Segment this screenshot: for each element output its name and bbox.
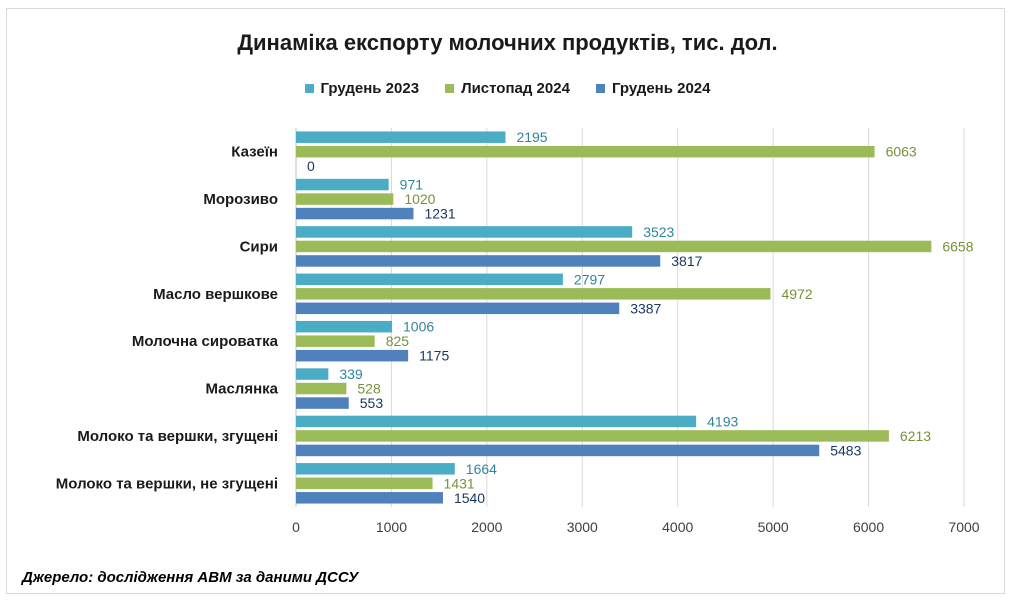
- bar-5-2: [296, 397, 349, 409]
- category-label-5: Маслянка: [205, 381, 278, 398]
- bar-5-1: [296, 382, 347, 395]
- data-label-3-2: 3387: [630, 300, 661, 316]
- data-label-4-0: 1006: [403, 319, 434, 335]
- category-label-2: Сири: [240, 238, 278, 255]
- bar-6-0: [296, 415, 697, 428]
- data-label-6-2: 5483: [830, 442, 861, 458]
- legend-label-nov-2024: Листопад 2024: [461, 80, 570, 97]
- chart-legend: Грудень 2023 Листопад 2024 Грудень 2024: [0, 80, 1015, 97]
- data-label-7-1: 1431: [444, 475, 475, 491]
- data-label-7-0: 1664: [466, 461, 497, 477]
- bar-1-0: [296, 178, 389, 191]
- data-label-4-2: 1175: [419, 348, 449, 364]
- x-tick-label-2: 2000: [471, 519, 502, 535]
- x-tick-label-5: 5000: [758, 519, 789, 535]
- bar-2-0: [296, 226, 633, 238]
- data-label-3-0: 2797: [574, 271, 605, 287]
- legend-swatch-dec-2024: [595, 84, 605, 93]
- x-tick-label-3: 3000: [567, 519, 598, 535]
- source-note: Джерело: дослідження АВМ за даними ДССУ: [22, 569, 359, 586]
- bar-4-1: [296, 335, 375, 347]
- bar-5-0: [296, 368, 329, 380]
- category-label-4: Молочна сироватка: [132, 333, 279, 350]
- data-label-7-2: 1540: [454, 490, 485, 506]
- bar-2-2: [296, 255, 661, 267]
- x-tick-label-7: 7000: [948, 519, 979, 535]
- legend-label-dec-2024: Грудень 2024: [611, 80, 711, 97]
- bar-7-2: [296, 492, 443, 504]
- data-label-2-1: 6658: [942, 238, 973, 254]
- legend-item-nov-2024: Листопад 2024: [445, 80, 570, 97]
- category-label-6: Молоко та вершки, згущені: [77, 428, 278, 445]
- data-label-1-1: 1020: [404, 191, 435, 207]
- bar-2-1: [296, 240, 932, 253]
- data-label-5-1: 528: [357, 381, 381, 397]
- legend-swatch-nov-2024: [445, 84, 455, 93]
- data-label-6-0: 4193: [707, 413, 738, 429]
- bar-3-2: [296, 302, 620, 315]
- data-label-2-0: 3523: [643, 224, 674, 240]
- legend-swatch-dec-2023: [304, 84, 314, 93]
- bar-1-2: [296, 207, 414, 220]
- data-label-1-2: 1231: [424, 206, 455, 222]
- bar-0-0: [296, 131, 506, 143]
- data-label-6-1: 6213: [900, 428, 931, 444]
- bar-7-1: [296, 477, 433, 490]
- category-label-1: Морозиво: [203, 191, 278, 208]
- data-label-0-2: 0: [307, 158, 315, 174]
- data-label-0-0: 2195: [516, 129, 547, 145]
- chart-title: Динаміка експорту молочних продуктів, ти…: [237, 30, 778, 55]
- bar-4-2: [296, 349, 409, 362]
- x-tick-label-1: 1000: [376, 519, 407, 535]
- category-label-0: Казеїн: [231, 144, 278, 161]
- data-label-5-2: 553: [360, 395, 384, 411]
- data-label-5-0: 339: [339, 366, 363, 382]
- bar-3-0: [296, 273, 563, 286]
- bar-3-1: [296, 288, 771, 300]
- x-tick-label-4: 4000: [662, 519, 693, 535]
- legend-item-dec-2023: Грудень 2023: [304, 80, 420, 97]
- bar-7-0: [296, 463, 455, 475]
- data-label-4-1: 825: [386, 333, 410, 349]
- data-label-1-0: 971: [400, 177, 424, 193]
- bar-6-1: [296, 430, 889, 442]
- data-label-3-1: 4972: [781, 286, 812, 302]
- bar-4-0: [296, 320, 393, 333]
- legend-label-dec-2023: Грудень 2023: [320, 80, 420, 97]
- bar-0-1: [296, 145, 875, 158]
- legend-item-dec-2024: Грудень 2024: [595, 80, 711, 97]
- bar-6-2: [296, 444, 820, 457]
- x-tick-label-6: 6000: [853, 519, 884, 535]
- category-label-7: Молоко та вершки, не згущені: [56, 475, 278, 492]
- bar-1-1: [296, 193, 394, 205]
- data-label-2-2: 3817: [671, 253, 702, 269]
- chart-frame: [6, 8, 1005, 594]
- data-label-0-1: 6063: [886, 144, 917, 160]
- category-label-3: Масло вершкове: [153, 286, 278, 303]
- x-tick-label-0: 0: [292, 519, 300, 535]
